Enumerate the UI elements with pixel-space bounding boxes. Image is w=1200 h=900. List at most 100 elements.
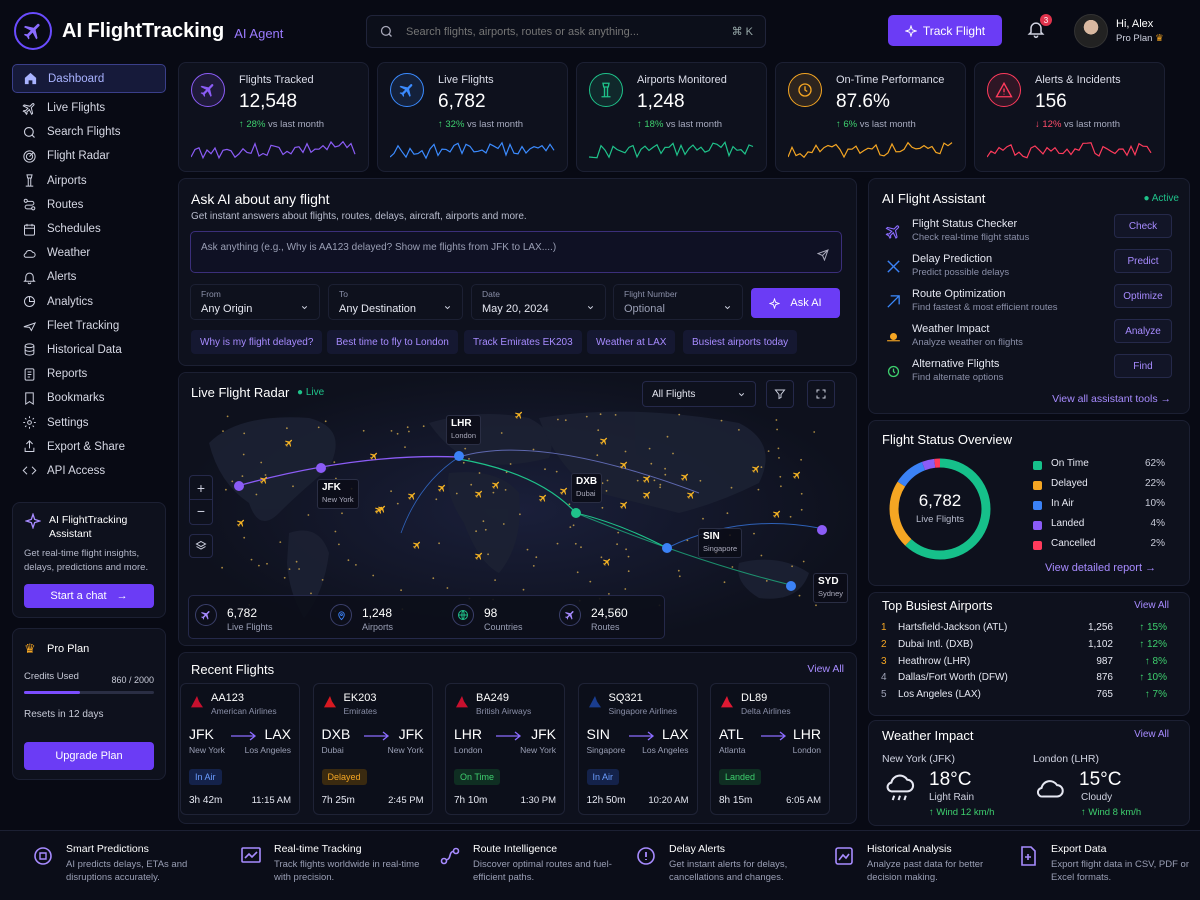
aircraft-markers[interactable] xyxy=(235,409,803,568)
zoom-out-button[interactable]: − xyxy=(196,503,206,519)
plane-icon[interactable] xyxy=(601,556,613,568)
city-label-dxb[interactable]: DXB Dubai xyxy=(571,473,603,503)
suggestion-chip[interactable]: Track Emirates EK203 xyxy=(464,330,582,354)
send-icon[interactable] xyxy=(817,249,829,261)
predict-button[interactable]: Predict xyxy=(1114,249,1172,273)
brand[interactable]: AI FlightTracking AI Agent xyxy=(14,10,284,52)
pin-icon[interactable] xyxy=(234,481,244,491)
flight-card[interactable]: SQ321 Singapore Airlines SIN LAX Singapore Lo… xyxy=(577,683,698,815)
sidebar-item-live-flights[interactable]: Live Flights xyxy=(12,96,166,120)
plane-icon[interactable] xyxy=(283,437,295,449)
suggestion-chip[interactable]: Why is my flight delayed? xyxy=(191,330,323,354)
plane-icon[interactable] xyxy=(436,482,448,494)
ask-ai-input[interactable]: Ask anything (e.g., Why is AA123 delayed… xyxy=(190,231,842,273)
to-select[interactable]: To Any Destination xyxy=(328,284,463,320)
plane-icon[interactable] xyxy=(641,473,653,485)
pin-icon[interactable] xyxy=(662,543,672,553)
track-flight-button[interactable]: Track Flight xyxy=(888,15,1002,46)
airport-row[interactable]: 2 Dubai Intl. (DXB) 1,102 ↑ 12% xyxy=(881,639,1167,655)
sidebar-item-search-flights[interactable]: Search Flights xyxy=(12,120,166,144)
airport-row[interactable]: 4 Dallas/Fort Worth (DFW) 876 ↑ 10% xyxy=(881,672,1167,688)
plane-icon[interactable] xyxy=(791,469,803,481)
donut-slice-cancelled[interactable] xyxy=(889,458,991,560)
sidebar-item-bookmarks[interactable]: Bookmarks xyxy=(12,386,166,410)
plane-icon[interactable] xyxy=(558,485,570,497)
plane-icon[interactable] xyxy=(685,489,697,501)
notifications-button[interactable]: 3 xyxy=(1026,14,1052,42)
plane-icon[interactable] xyxy=(641,489,653,501)
sidebar-item-settings[interactable]: Settings xyxy=(12,410,166,434)
filter-button[interactable] xyxy=(766,380,794,408)
pin-icon[interactable] xyxy=(316,463,326,473)
ask-ai-button[interactable]: Ask AI xyxy=(751,288,840,318)
stat-card-live-flights[interactable]: Live Flights 6,782 ↑ 32% vs last month xyxy=(377,62,568,172)
radar-filter-select[interactable]: All Flights xyxy=(642,381,756,407)
flight-card[interactable]: BA249 British Airways LHR JFK London New York… xyxy=(445,683,565,815)
plane-icon[interactable] xyxy=(618,459,630,471)
search-input[interactable] xyxy=(406,25,720,38)
flight-card[interactable]: AA123 American Airlines JFK LAX New York Los … xyxy=(180,683,300,815)
start-chat-button[interactable]: Start a chat → xyxy=(24,584,154,608)
stat-card-alerts-incidents[interactable]: Alerts & Incidents 156 ↓ 12% vs last month xyxy=(974,62,1165,172)
pin-icon[interactable] xyxy=(454,451,464,461)
view-assistant-tools-link[interactable]: View all assistant tools → xyxy=(1052,393,1171,405)
pin-icon[interactable] xyxy=(817,525,827,535)
plane-icon[interactable] xyxy=(750,463,762,475)
plane-icon[interactable] xyxy=(258,474,270,486)
zoom-in-button[interactable]: + xyxy=(190,476,212,500)
check-button[interactable]: Check xyxy=(1114,214,1172,238)
stat-card-airports-monitored[interactable]: Airports Monitored 1,248 ↑ 18% vs last mon… xyxy=(576,62,767,172)
sidebar-item-historical-data[interactable]: Historical Data xyxy=(12,338,166,362)
city-label-sin[interactable]: SIN Singapore xyxy=(698,528,743,558)
upgrade-plan-button[interactable]: Upgrade Plan xyxy=(24,742,154,770)
sidebar-item-dashboard[interactable]: Dashboard xyxy=(12,64,166,93)
status-donut-chart[interactable] xyxy=(885,454,995,564)
sidebar-item-alerts[interactable]: Alerts xyxy=(12,265,166,289)
sidebar-item-airports[interactable]: Airports xyxy=(12,169,166,193)
plane-icon[interactable] xyxy=(235,517,247,529)
city-label-syd[interactable]: SYD Sydney xyxy=(813,573,849,603)
sidebar-item-export-share[interactable]: Export & Share xyxy=(12,435,166,459)
city-pins[interactable] xyxy=(234,451,827,591)
find-button[interactable]: Find xyxy=(1114,354,1172,378)
donut-slice-delayed[interactable] xyxy=(889,458,991,560)
airports-view-all-link[interactable]: View All xyxy=(1134,600,1169,611)
airport-row[interactable]: 1 Hartsfield-Jackson (ATL) 1,256 ↑ 15% xyxy=(881,622,1167,638)
from-select[interactable]: From Any Origin xyxy=(190,284,320,320)
flight-card[interactable]: DL89 Delta Airlines ATL LHR Atlanta London Lan… xyxy=(710,683,830,815)
suggestion-chip[interactable]: Busiest airports today xyxy=(683,330,798,354)
plane-icon[interactable] xyxy=(368,450,380,462)
sidebar-item-weather[interactable]: Weather xyxy=(12,241,166,265)
optimize-button[interactable]: Optimize xyxy=(1114,284,1172,308)
sidebar-item-schedules[interactable]: Schedules xyxy=(12,217,166,241)
pin-icon[interactable] xyxy=(571,508,581,518)
weather-view-all-link[interactable]: View All xyxy=(1134,729,1169,740)
plane-icon[interactable] xyxy=(537,492,549,504)
plane-icon[interactable] xyxy=(679,471,691,483)
plane-icon[interactable] xyxy=(411,539,423,551)
sidebar-item-routes[interactable]: Routes xyxy=(12,193,166,217)
airport-row[interactable]: 5 Los Angeles (LAX) 765 ↑ 7% xyxy=(881,689,1167,705)
analyze-button[interactable]: Analyze xyxy=(1114,319,1172,343)
suggestion-chip[interactable]: Weather at LAX xyxy=(587,330,676,354)
airport-row[interactable]: 3 Heathrow (LHR) 987 ↑ 8% xyxy=(881,656,1167,672)
stat-card-flights-tracked[interactable]: Flights Tracked 12,548 ↑ 28% vs last month xyxy=(178,62,369,172)
city-label-jfk[interactable]: JFK New York xyxy=(317,479,359,509)
fullscreen-button[interactable] xyxy=(807,380,835,408)
plane-icon[interactable] xyxy=(771,508,783,520)
view-report-link[interactable]: View detailed report → xyxy=(1045,562,1156,574)
plane-icon[interactable] xyxy=(473,488,485,500)
sidebar-item-analytics[interactable]: Analytics xyxy=(12,290,166,314)
pin-icon[interactable] xyxy=(786,581,796,591)
sidebar-item-flight-radar[interactable]: Flight Radar xyxy=(12,144,166,168)
plane-icon[interactable] xyxy=(406,490,418,502)
flight-card[interactable]: EK203 Emirates DXB JFK Dubai New York Delayed 7… xyxy=(312,683,433,815)
plane-icon[interactable] xyxy=(473,550,485,562)
plane-icon[interactable] xyxy=(618,499,630,511)
plane-icon[interactable] xyxy=(376,503,388,515)
layers-button[interactable] xyxy=(189,534,213,558)
sidebar-item-api-access[interactable]: API Access xyxy=(12,459,166,483)
plane-icon[interactable] xyxy=(513,409,525,421)
recent-view-all-link[interactable]: View All xyxy=(807,663,844,675)
stat-card-on-time-performance[interactable]: On-Time Performance 87.6% ↑ 6% vs last mon… xyxy=(775,62,966,172)
